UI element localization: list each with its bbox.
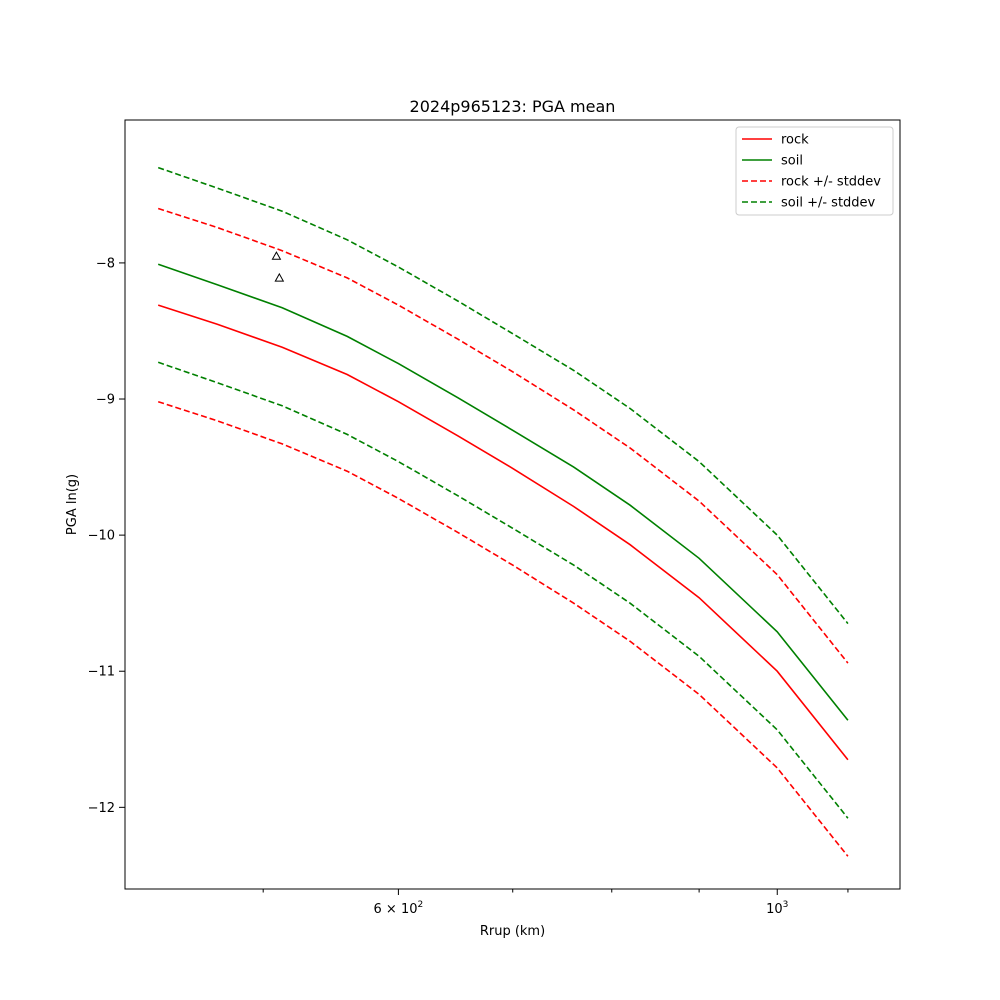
y-tick-label: −10 xyxy=(88,529,115,544)
plot-area xyxy=(125,120,900,889)
y-axis-label: PGA ln(g) xyxy=(65,474,80,535)
legend: rock soil rock +/- stddev soil +/- stddev xyxy=(735,126,894,216)
chart-title: 2024p965123: PGA mean xyxy=(410,97,616,116)
legend-label: rock xyxy=(781,133,809,148)
y-tick-label: −11 xyxy=(88,665,115,680)
y-tick-label: −12 xyxy=(88,801,115,816)
x-tick-label: 6 × 102 xyxy=(374,900,424,917)
x-axis-label: Rrup (km) xyxy=(480,924,545,939)
legend-frame xyxy=(735,126,894,216)
series-line-0 xyxy=(157,304,849,761)
data-point-0 xyxy=(271,251,282,260)
points-layer xyxy=(271,251,285,282)
series-layer xyxy=(157,166,849,857)
y-tick-label: −8 xyxy=(96,256,115,271)
x-tick-label: 103 xyxy=(766,900,788,917)
y-tick-label: −9 xyxy=(96,393,115,408)
legend-label: rock +/- stddev xyxy=(781,175,881,190)
series-line-4 xyxy=(157,166,849,625)
y-axis: −8 −9 −10 −11 −12 xyxy=(88,256,125,816)
series-line-5 xyxy=(157,361,849,819)
data-point-1 xyxy=(274,272,285,282)
legend-label: soil xyxy=(781,154,803,169)
series-line-3 xyxy=(157,400,849,857)
series-line-1 xyxy=(157,263,849,721)
legend-label: soil +/- stddev xyxy=(781,196,876,211)
x-axis: 6 × 102 103 xyxy=(262,889,849,917)
series-line-2 xyxy=(157,207,849,664)
